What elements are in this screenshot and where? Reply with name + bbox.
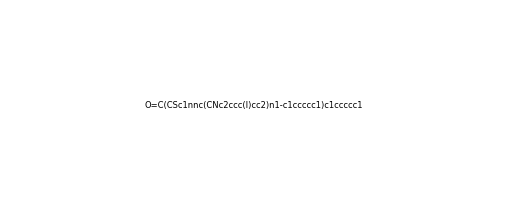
Text: O=C(CSc1nnc(CNc2ccc(I)cc2)n1-c1ccccc1)c1ccccc1: O=C(CSc1nnc(CNc2ccc(I)cc2)n1-c1ccccc1)c1… [145,101,363,110]
